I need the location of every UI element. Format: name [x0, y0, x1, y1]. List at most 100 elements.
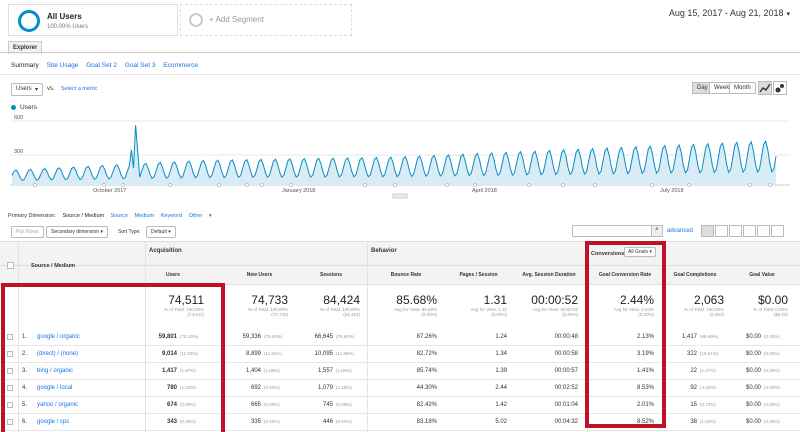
col-sep-1: [18, 241, 19, 432]
annotation-marker[interactable]: [393, 183, 397, 187]
col-sessions[interactable]: Sessions: [320, 272, 342, 278]
dimension-medium[interactable]: Medium: [134, 213, 155, 219]
annotation-marker[interactable]: [260, 183, 264, 187]
pie-view-icon[interactable]: [715, 225, 728, 237]
metric-select-label: Users: [16, 86, 32, 92]
date-range-picker[interactable]: Aug 15, 2017 - Aug 21, 2018 ▾: [669, 8, 790, 18]
total-value: $0.00: [757, 293, 788, 307]
metric-percent: (0.00%): [764, 334, 780, 339]
subnav-ecommerce[interactable]: Ecommerce: [163, 62, 198, 69]
dimension-source-medium[interactable]: Source / Medium: [62, 213, 105, 219]
row-source-medium-link[interactable]: google / cpc: [37, 419, 70, 425]
comparison-view-icon[interactable]: [743, 225, 756, 237]
line-chart-icon[interactable]: [758, 81, 772, 95]
tab-divider: [0, 52, 800, 53]
annotation-marker[interactable]: [650, 183, 654, 187]
col-avg-session-duration[interactable]: Avg. Session Duration: [522, 272, 576, 278]
secondary-dimension-select[interactable]: Secondary dimension ▾: [46, 226, 108, 238]
col-goal-conversion-rate[interactable]: Goal Conversion Rate: [598, 272, 652, 278]
annotation-marker[interactable]: [289, 183, 293, 187]
col-source-medium[interactable]: Source / Medium: [31, 263, 76, 269]
row-metric-users: 59,801 (79.13%): [148, 334, 204, 340]
select-all-checkbox[interactable]: [7, 262, 14, 269]
annotation-marker[interactable]: [593, 183, 597, 187]
col-bounce-rate[interactable]: Bounce Rate: [390, 272, 422, 278]
row-metric-dur: 00:04:32: [554, 419, 578, 425]
row-index: 3.: [22, 368, 28, 374]
subnav-site-usage[interactable]: Site Usage: [46, 62, 79, 69]
annotation-marker[interactable]: [121, 183, 125, 187]
annotation-marker[interactable]: [748, 183, 752, 187]
row-source-medium-link[interactable]: yahoo / organic: [37, 402, 79, 408]
metric-value: 10,095: [314, 351, 333, 357]
dimension-keyword[interactable]: Keyword: [160, 213, 183, 219]
metric-percent: (0.00%): [764, 385, 780, 390]
col-pages-session[interactable]: Pages / Session: [459, 272, 498, 278]
total-subtext: % of Total: 100.00%: [248, 307, 288, 312]
annotation-marker[interactable]: [445, 183, 449, 187]
annotation-marker[interactable]: [33, 183, 37, 187]
goal-select[interactable]: All Goals ▾: [624, 247, 656, 257]
col-new-users[interactable]: New Users: [246, 272, 273, 278]
select-metric-link[interactable]: Select a metric: [61, 86, 98, 92]
row-checkbox[interactable]: [7, 385, 13, 391]
annotation-marker[interactable]: [473, 183, 477, 187]
annotation-marker[interactable]: [363, 183, 367, 187]
annotation-marker[interactable]: [168, 183, 172, 187]
row-checkbox[interactable]: [7, 402, 13, 408]
subnav-goal-set-2[interactable]: Goal Set 2: [86, 62, 117, 69]
chart-resize-handle[interactable]: [392, 193, 408, 199]
col-sep-3: [367, 241, 368, 432]
annotation-marker[interactable]: [217, 183, 221, 187]
granularity-month-button[interactable]: Month: [729, 82, 756, 94]
row-source-medium-link[interactable]: (direct) / (none): [37, 351, 79, 357]
goal-select-label: All Goals: [628, 249, 649, 255]
table-view-icon[interactable]: [701, 225, 714, 237]
total-subtext: Avg for View: 2.44%: [613, 307, 654, 312]
search-icon[interactable]: ⌕: [651, 225, 663, 237]
plot-rows-button[interactable]: Plot Rows: [11, 226, 44, 238]
dimension-source[interactable]: Source: [110, 213, 129, 219]
annotation-marker[interactable]: [245, 183, 249, 187]
add-segment-button[interactable]: + Add Segment: [180, 4, 352, 36]
sort-type-select[interactable]: Default ▾: [146, 226, 176, 238]
row-checkbox[interactable]: [7, 351, 13, 357]
pivot-view-icon[interactable]: [771, 225, 784, 237]
row-source-medium-link[interactable]: google / local: [37, 385, 73, 391]
metric-percent: (1.84%): [336, 368, 352, 373]
annotation-marker[interactable]: [102, 183, 106, 187]
metric-percent: (0.00%): [764, 419, 780, 424]
total-subtext-value: (0.00%): [638, 312, 654, 317]
metric-percent: (4.46%): [700, 385, 716, 390]
row-source-medium-link[interactable]: bing / organic: [37, 368, 74, 374]
dimension-other[interactable]: Other ▾: [188, 213, 212, 219]
row-checkbox[interactable]: [7, 334, 13, 340]
metric-value: 674: [166, 402, 177, 408]
row-checkbox[interactable]: [7, 419, 13, 425]
advanced-filter-link[interactable]: advanced: [667, 228, 694, 234]
segment-all-users[interactable]: All Users 100.00% Users: [8, 4, 178, 36]
total-subtext-value: (2,063): [709, 312, 724, 317]
annotation-marker[interactable]: [561, 183, 565, 187]
subnav-summary[interactable]: Summary: [11, 62, 39, 69]
total-subtext-value: ($0.00): [773, 312, 788, 317]
motion-chart-icon[interactable]: [773, 81, 787, 95]
annotation-marker[interactable]: [687, 183, 691, 187]
tab-explorer[interactable]: Explorer: [8, 41, 43, 54]
performance-view-icon[interactable]: [729, 225, 742, 237]
subnav-goal-set-3[interactable]: Goal Set 3: [124, 62, 156, 69]
row-metric-dur: 00:02:52: [554, 385, 578, 391]
row-checkbox[interactable]: [7, 368, 13, 374]
annotation-marker[interactable]: [527, 183, 531, 187]
row-metric-new: 8,899 (11.91%): [225, 351, 288, 357]
metric-percent: (78.94%): [336, 334, 355, 339]
annotation-marker[interactable]: [768, 183, 772, 187]
table-search-input[interactable]: [572, 225, 652, 237]
col-goal-value[interactable]: Goal Value: [749, 272, 775, 278]
term-cloud-icon[interactable]: [757, 225, 770, 237]
col-goal-completions[interactable]: Goal Completions: [673, 272, 717, 278]
col-users[interactable]: Users: [166, 272, 180, 278]
row-source-medium-link[interactable]: google / organic: [37, 334, 80, 340]
metric-select[interactable]: Users ▾: [11, 83, 43, 96]
row-metric-gv: $0.00 (0.00%): [730, 402, 788, 408]
